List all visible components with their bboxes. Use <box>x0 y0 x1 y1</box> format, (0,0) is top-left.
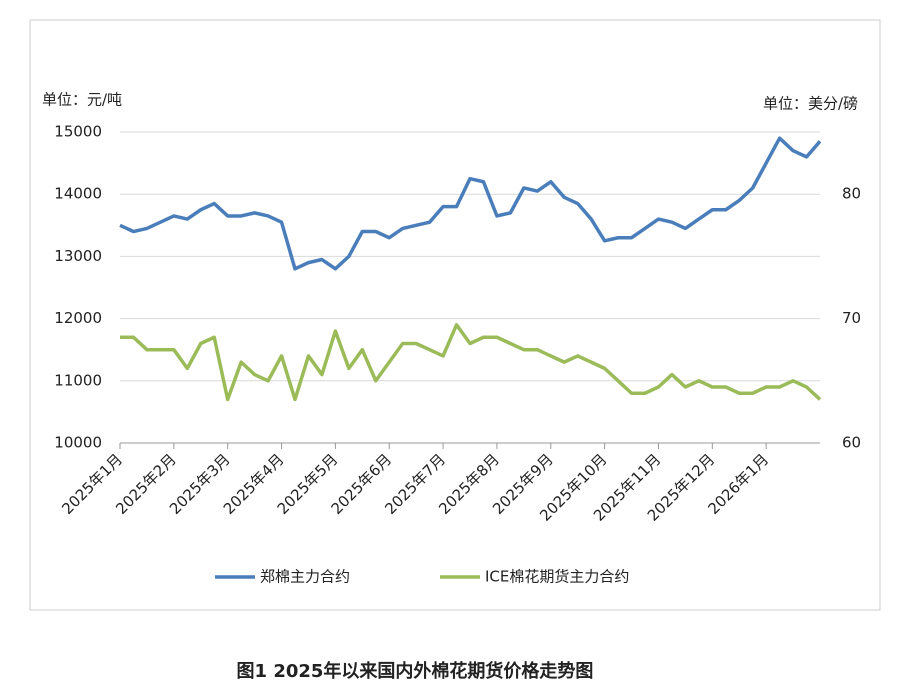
y-tick-label: 13000 <box>54 247 102 265</box>
series-line <box>120 323 822 402</box>
y-tick-label: 10000 <box>54 434 102 452</box>
y2-tick-label: 60 <box>842 434 861 452</box>
chart-frame <box>29 19 881 611</box>
legend-label: 郑棉主力合约 <box>260 568 350 586</box>
legend-label: ICE棉花期货主力合约 <box>485 568 629 586</box>
series-line <box>119 136 822 271</box>
y2-tick-label: 70 <box>842 309 861 327</box>
y2-tick-label: 80 <box>842 185 861 203</box>
y2-unit-label: 单位：美分/磅 <box>763 95 858 113</box>
y-unit-label: 单位：元/吨 <box>42 91 122 109</box>
chart-title: 图1 2025年以来国内外棉花期货价格走势图 <box>237 660 594 682</box>
y-tick-label: 12000 <box>54 309 102 327</box>
y-tick-label: 14000 <box>54 185 102 203</box>
y-tick-label: 15000 <box>54 123 102 141</box>
y-tick-label: 11000 <box>54 371 102 389</box>
